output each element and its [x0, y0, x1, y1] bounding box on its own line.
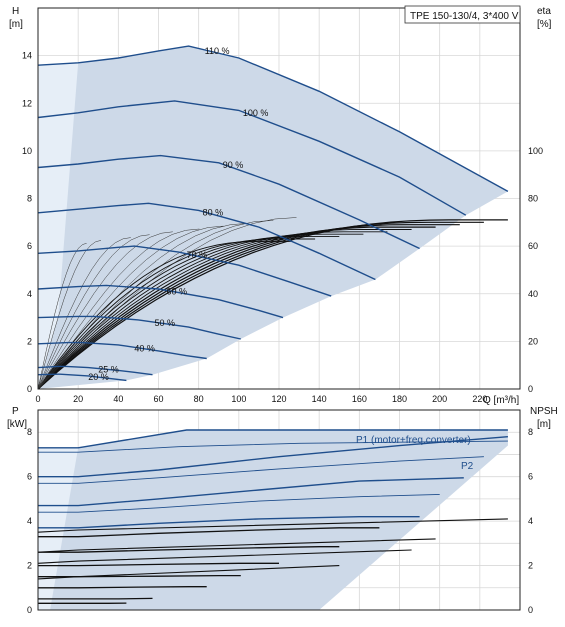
h-tick-label: 12 [22, 98, 32, 108]
q-tick-label: 140 [312, 394, 327, 404]
eta-tick-label: 80 [528, 194, 538, 204]
speed-label: 70 % [187, 250, 208, 260]
h-tick-label: 8 [27, 194, 32, 204]
h-tick-label: 0 [27, 384, 32, 394]
eta-tick-label: 0 [528, 384, 533, 394]
h-tick-label: 4 [27, 289, 32, 299]
speed-label: 100 % [243, 108, 269, 118]
q-tick-label: 180 [392, 394, 407, 404]
speed-label: 40 % [134, 343, 155, 353]
eta-axis-unit: [%] [537, 19, 552, 30]
speed-label: 20 % [88, 372, 109, 382]
operating-range-fill [38, 46, 508, 389]
q-tick-label: 80 [194, 394, 204, 404]
h-tick-label: 14 [22, 51, 32, 61]
p2-annotation: P2 [461, 461, 474, 472]
q-axis-label: Q [m³/h] [483, 395, 519, 406]
p2-curve [38, 598, 153, 599]
npsh-tick-label: 2 [528, 561, 533, 571]
npsh-tick-label: 8 [528, 427, 533, 437]
p-tick-label: 4 [27, 516, 32, 526]
q-tick-label: 100 [231, 394, 246, 404]
eta-tick-label: 40 [528, 289, 538, 299]
p-tick-label: 6 [27, 472, 32, 482]
speed-label: 60 % [167, 286, 188, 296]
p-axis-label: P [12, 406, 19, 417]
h-tick-label: 10 [22, 146, 32, 156]
p-tick-label: 8 [27, 427, 32, 437]
p1-annotation: P1 (motor+freq.converter) [356, 435, 471, 446]
eta-axis-label: eta [537, 6, 551, 17]
npsh-tick-label: 6 [528, 472, 533, 482]
speed-label: 110 % [205, 46, 230, 56]
h-axis-label: H [12, 6, 19, 17]
npsh-axis-unit: [m] [537, 419, 551, 430]
speed-label: 50 % [154, 318, 175, 328]
npsh-axis-label: NPSH [530, 406, 558, 417]
chart-title: TPE 150-130/4, 3*400 V [410, 11, 519, 22]
eta-tick-label: 100 [528, 146, 543, 156]
eta-tick-label: 20 [528, 336, 538, 346]
h-tick-label: 6 [27, 241, 32, 251]
speed-label: 80 % [203, 208, 224, 218]
p-axis-unit: [kW] [7, 419, 27, 430]
q-tick-label: 0 [35, 394, 40, 404]
q-tick-label: 160 [352, 394, 367, 404]
eta-tick-label: 60 [528, 241, 538, 251]
speed-label: 90 % [223, 160, 244, 170]
p-tick-label: 0 [27, 605, 32, 615]
q-tick-label: 120 [271, 394, 286, 404]
p-tick-label: 2 [27, 561, 32, 571]
q-tick-label: 60 [153, 394, 163, 404]
q-tick-label: 20 [73, 394, 83, 404]
q-tick-label: 40 [113, 394, 123, 404]
top-operating-range [38, 46, 508, 389]
h-tick-label: 2 [27, 336, 32, 346]
h-axis-unit: [m] [9, 19, 23, 30]
npsh-tick-label: 0 [528, 605, 533, 615]
npsh-tick-label: 4 [528, 516, 533, 526]
q-tick-label: 200 [432, 394, 447, 404]
